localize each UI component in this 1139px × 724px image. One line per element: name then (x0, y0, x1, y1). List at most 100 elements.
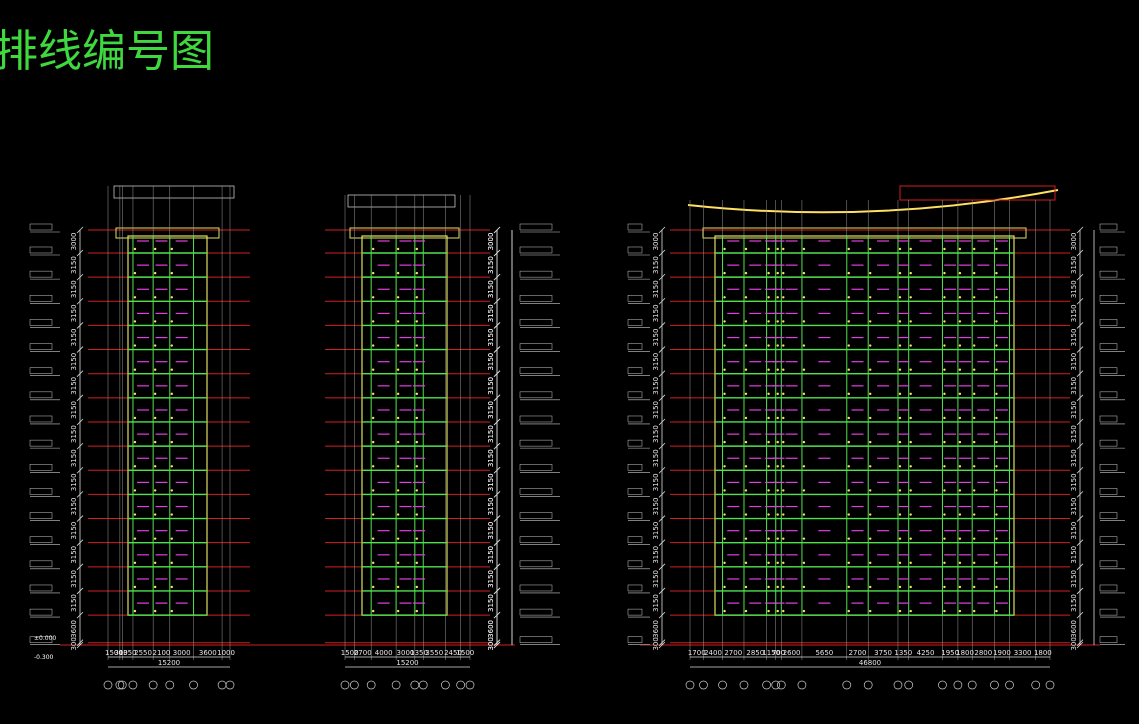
level-tag (29, 270, 53, 278)
node (782, 271, 785, 275)
node (909, 561, 912, 565)
node (958, 296, 962, 299)
node (371, 296, 375, 299)
node (909, 392, 912, 396)
level-tag (29, 415, 53, 423)
axis-bubble (189, 680, 198, 690)
level-tag (627, 636, 643, 643)
node (396, 489, 400, 492)
node (415, 465, 419, 468)
dim-tick (76, 346, 84, 353)
dim-tick (1076, 249, 1084, 257)
dim-tick (658, 442, 666, 450)
node (958, 320, 962, 323)
bottom-dim: 2100 (153, 649, 171, 657)
node (723, 440, 726, 444)
node (869, 561, 872, 565)
bottom-dim: 1350 (894, 649, 912, 657)
level-tag (29, 367, 53, 374)
node (396, 585, 400, 589)
dim-tick (658, 639, 666, 646)
node (782, 392, 785, 396)
node (909, 465, 912, 468)
node (943, 271, 946, 275)
axis-bubble (967, 680, 977, 690)
node (371, 392, 375, 396)
level-tag (29, 512, 53, 519)
node (782, 489, 785, 492)
node (170, 296, 173, 299)
node (943, 537, 946, 540)
node (898, 416, 902, 420)
bottom-dim: 4250 (917, 649, 935, 657)
node (943, 416, 946, 420)
node (415, 585, 419, 589)
node (371, 247, 375, 251)
node (723, 609, 726, 613)
axis-bubble (1031, 680, 1041, 690)
floor-dim: 3150 (70, 570, 78, 588)
node (723, 537, 726, 540)
floor-dim: 3150 (487, 498, 495, 516)
node (847, 271, 850, 275)
node (943, 609, 946, 613)
node (898, 609, 902, 613)
node (802, 247, 806, 251)
node (133, 489, 137, 492)
node (744, 368, 748, 371)
axis-bubble (1045, 680, 1055, 690)
floor-dim: 3150 (70, 546, 78, 564)
level-tag (627, 246, 643, 254)
node (995, 489, 998, 492)
node (170, 320, 173, 323)
floor-dim: 3150 (70, 473, 78, 491)
level-tag (519, 512, 553, 519)
axis-bubble (225, 680, 235, 690)
node (133, 513, 137, 516)
node (898, 489, 902, 492)
node (133, 440, 137, 444)
node (943, 585, 946, 589)
dim-tick (76, 563, 84, 571)
node (396, 392, 400, 396)
dim-tick (493, 249, 501, 257)
floor-dim: 3150 (70, 449, 78, 467)
node (898, 247, 902, 251)
node (782, 344, 785, 347)
node (170, 537, 173, 540)
node (153, 513, 157, 516)
floor-dim: 3150 (70, 401, 78, 419)
roof-box (347, 194, 456, 208)
bottom-dim: 1350 (410, 649, 428, 657)
ground-label: ±0.000 (34, 635, 56, 642)
floor-dim: 3150 (487, 329, 495, 347)
level-tag (1099, 464, 1118, 471)
axis-bubble (165, 680, 175, 690)
node (909, 537, 912, 540)
node (973, 392, 976, 396)
floor-dim: 3150 (652, 304, 660, 322)
node (802, 537, 806, 540)
node (744, 561, 748, 565)
node (170, 585, 173, 589)
node (898, 465, 902, 468)
node (847, 296, 850, 299)
node (153, 537, 157, 540)
node (869, 344, 872, 347)
level-tag (519, 415, 553, 423)
level-tag (519, 295, 553, 302)
level-tag (519, 439, 553, 447)
floor-dim: 3600 (487, 620, 495, 638)
dim-tick (1076, 539, 1084, 546)
node (723, 271, 726, 275)
node (943, 489, 946, 492)
node (415, 609, 419, 613)
node (802, 392, 806, 396)
node (767, 247, 770, 251)
node (744, 585, 748, 589)
node (847, 465, 850, 468)
node (371, 416, 375, 420)
bottom-dim: 4000 (375, 649, 393, 657)
dim-tick (493, 297, 501, 305)
node (396, 247, 400, 251)
